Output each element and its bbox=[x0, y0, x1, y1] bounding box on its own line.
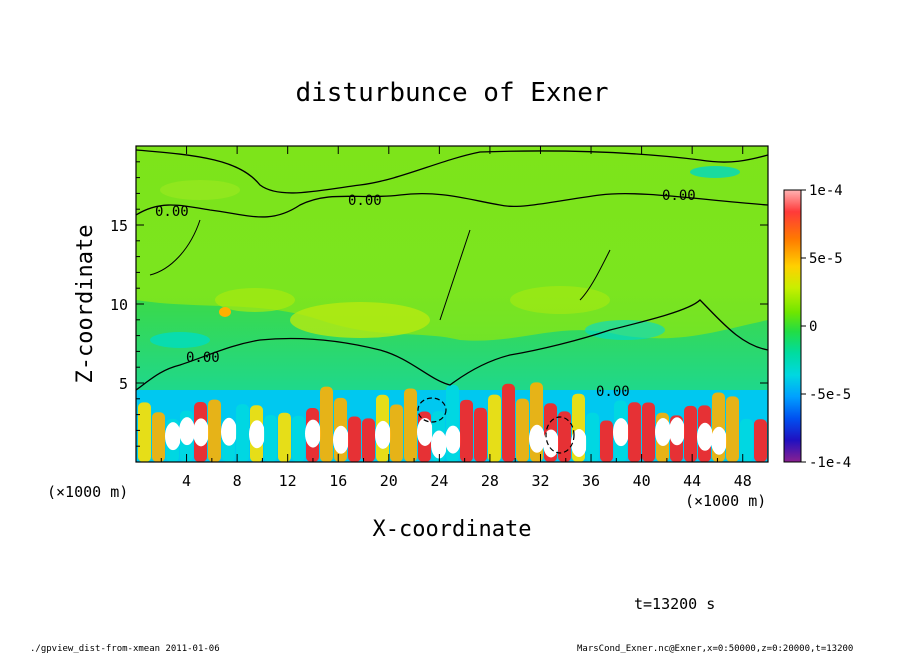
colorbar-tick-label: -1e-4 bbox=[809, 455, 851, 471]
x-unit-left: (×1000 m) bbox=[47, 483, 128, 501]
colorbar-tick-label: 0 bbox=[809, 319, 817, 335]
x-tick-label: 48 bbox=[734, 472, 752, 490]
x-tick-label: 32 bbox=[531, 472, 549, 490]
x-tick-label: 24 bbox=[430, 472, 448, 490]
footer-right: MarsCond_Exner.nc@Exner,x=0:50000,z=0:20… bbox=[577, 644, 853, 654]
colorbar bbox=[783, 189, 802, 463]
x-tick-label: 8 bbox=[233, 472, 242, 490]
x-tick-label: 20 bbox=[380, 472, 398, 490]
x-tick-label: 28 bbox=[481, 472, 499, 490]
x-tick-label: 40 bbox=[633, 472, 651, 490]
contour-label: 0.00 bbox=[348, 193, 382, 209]
y-tick-label: 5 bbox=[119, 375, 128, 393]
chart-title: disturbunce of Exner bbox=[295, 78, 608, 108]
x-tick-label: 36 bbox=[582, 472, 600, 490]
colorbar-ticks: 1e-4 5e-5 0 -5e-5 -1e-4 bbox=[801, 183, 851, 471]
x-axis: 4 8 12 16 20 24 28 32 36 40 44 48 bbox=[160, 146, 752, 490]
contour-label: 0.00 bbox=[155, 204, 189, 220]
y-tick-label: 15 bbox=[110, 217, 128, 235]
colorbar-tick-label: 1e-4 bbox=[809, 183, 843, 199]
contour-label: 0.00 bbox=[186, 350, 220, 366]
y-tick-label: 10 bbox=[110, 296, 128, 314]
x-unit-right: (×1000 m) bbox=[685, 492, 766, 510]
contour-label: 0.00 bbox=[596, 384, 630, 400]
y-axis-label: Z-coordinate bbox=[73, 225, 98, 384]
footer-left: ./gpview_dist-from-xmean 2011-01-06 bbox=[30, 644, 220, 654]
x-tick-label: 4 bbox=[182, 472, 191, 490]
x-tick-label: 12 bbox=[279, 472, 297, 490]
colorbar-tick-label: -5e-5 bbox=[809, 387, 851, 403]
contour-label: 0.00 bbox=[662, 188, 696, 204]
x-tick-label: 44 bbox=[683, 472, 701, 490]
y-axis: 5 10 15 bbox=[110, 161, 768, 447]
heatmap-field bbox=[136, 146, 768, 462]
colorbar-tick-label: 5e-5 bbox=[809, 251, 843, 267]
x-axis-label: X-coordinate bbox=[373, 517, 532, 542]
x-tick-label: 16 bbox=[329, 472, 347, 490]
time-label: t=13200 s bbox=[634, 595, 715, 613]
